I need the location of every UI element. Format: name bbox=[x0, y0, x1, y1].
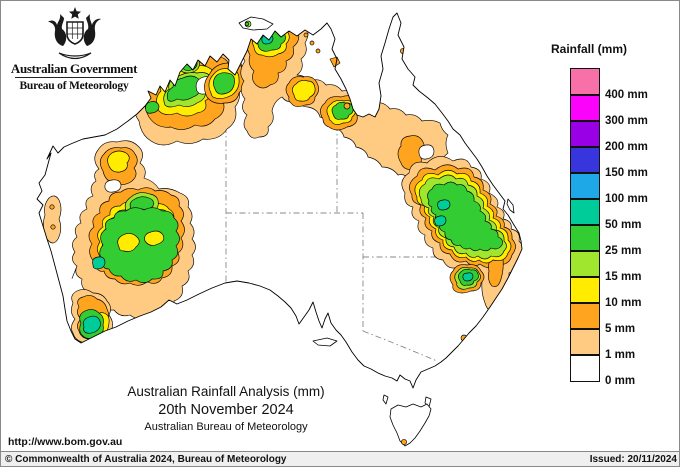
contour-westcoast-5mm-b bbox=[50, 224, 56, 230]
legend-label-5: 5 mm bbox=[605, 323, 636, 335]
bom-url: http://www.bom.gov.au bbox=[8, 436, 123, 448]
emu-icon bbox=[83, 14, 101, 46]
contour-wa-inner-10mm-b bbox=[144, 230, 165, 246]
contour-qld-50mm-b bbox=[434, 215, 447, 227]
legend-label-1: 1 mm bbox=[605, 349, 636, 361]
legend-swatch-200 bbox=[570, 120, 600, 148]
legend-swatch-1 bbox=[570, 328, 600, 356]
coat-of-arms bbox=[48, 7, 101, 60]
legend-swatch-0 bbox=[570, 354, 600, 382]
contour-wa-50mm bbox=[92, 256, 106, 270]
state-borders bbox=[225, 73, 506, 362]
legend-swatch-100 bbox=[570, 172, 600, 200]
contour-qld-50mm-a bbox=[437, 199, 451, 211]
contour-wa-inner-10mm-a bbox=[117, 233, 140, 252]
contour-mackay-5mm bbox=[499, 158, 505, 164]
legend-label-15: 15 mm bbox=[605, 271, 642, 283]
legend-swatch-150 bbox=[570, 146, 600, 174]
contour-capeyork-5mm-b bbox=[424, 71, 430, 77]
legend-label-10: 10 mm bbox=[605, 297, 642, 309]
commonwealth-star-icon bbox=[69, 7, 81, 19]
contour-swwa-50mm bbox=[82, 315, 101, 334]
contour-kimberley-coast-25mm bbox=[181, 57, 198, 71]
contour-nsw-north-50mm bbox=[462, 272, 474, 282]
contour-wa-north-10mm bbox=[107, 150, 130, 173]
contour-qld-25mm bbox=[427, 181, 503, 252]
government-title: Australian Government bbox=[10, 61, 138, 76]
scroll-banner-icon bbox=[58, 52, 92, 60]
legend-swatch-50 bbox=[570, 198, 600, 226]
australia-rainfall-map bbox=[36, 12, 523, 447]
legend-label-0: 0 mm bbox=[605, 375, 636, 387]
legend-swatch-5 bbox=[570, 302, 600, 330]
contour-tasmania-5mm bbox=[401, 439, 407, 445]
legend-label-50: 50 mm bbox=[605, 219, 642, 231]
legend-swatch-400 bbox=[570, 68, 600, 96]
contour-townsville-5mm bbox=[466, 120, 472, 126]
tasmania bbox=[389, 403, 432, 447]
issued-date: Issued: 20/11/2024 bbox=[589, 454, 677, 465]
king-island bbox=[382, 394, 389, 405]
groote-eylandt bbox=[329, 56, 341, 68]
contour-hole-wa bbox=[104, 179, 122, 193]
legend-label-300: 300 mm bbox=[605, 115, 648, 127]
legend-label-100: 100 mm bbox=[605, 193, 648, 205]
map-title: Australian Rainfall Analysis (mm) bbox=[127, 384, 325, 399]
legend-swatch-25 bbox=[570, 224, 600, 252]
wessel-islands-c bbox=[315, 48, 321, 54]
contour-eastkimberley-25mm bbox=[213, 72, 235, 95]
legend-label-25: 25 mm bbox=[605, 245, 642, 257]
tiwi-25mm bbox=[244, 21, 250, 27]
australia-coastline bbox=[36, 12, 523, 389]
footer-strip: © Commonwealth of Australia 2024, Bureau… bbox=[1, 451, 679, 466]
wessel-islands-b bbox=[309, 40, 315, 46]
legend-label-150: 150 mm bbox=[605, 167, 648, 179]
fraser-island bbox=[506, 198, 515, 214]
caption-block: Australian Rainfall Analysis (mm) 20th N… bbox=[76, 384, 376, 433]
legend-swatch-10 bbox=[570, 276, 600, 304]
map-organisation: Australian Bureau of Meteorology bbox=[144, 421, 308, 433]
map-date: 20th November 2024 bbox=[158, 402, 294, 418]
legend-title: Rainfall (mm) bbox=[551, 42, 628, 56]
contour-westcoast-1mm bbox=[43, 195, 62, 244]
contour-westcoast-5mm-a bbox=[49, 204, 55, 210]
contour-victoriariver-10mm bbox=[292, 80, 316, 102]
wessel-islands-a bbox=[303, 32, 309, 38]
tiwi-islands bbox=[238, 16, 274, 31]
kangaroo-island bbox=[312, 337, 338, 347]
islands bbox=[238, 16, 515, 447]
contour-hole-gulf-east bbox=[418, 144, 435, 160]
legend-label-400: 400 mm bbox=[605, 89, 648, 101]
kangaroo-icon bbox=[48, 14, 67, 46]
contour-wa-25mm bbox=[99, 207, 180, 284]
legend-bar bbox=[570, 68, 600, 382]
mornington-island bbox=[343, 102, 351, 110]
legend-label-200: 200 mm bbox=[605, 141, 648, 153]
legend-swatch-300 bbox=[570, 94, 600, 122]
copyright-text: © Commonwealth of Australia 2024, Bureau… bbox=[5, 454, 287, 465]
logo-divider bbox=[15, 77, 133, 78]
bureau-title: Bureau of Meteorology bbox=[19, 80, 129, 92]
legend-swatch-15 bbox=[570, 250, 600, 278]
shield-icon bbox=[66, 21, 84, 45]
